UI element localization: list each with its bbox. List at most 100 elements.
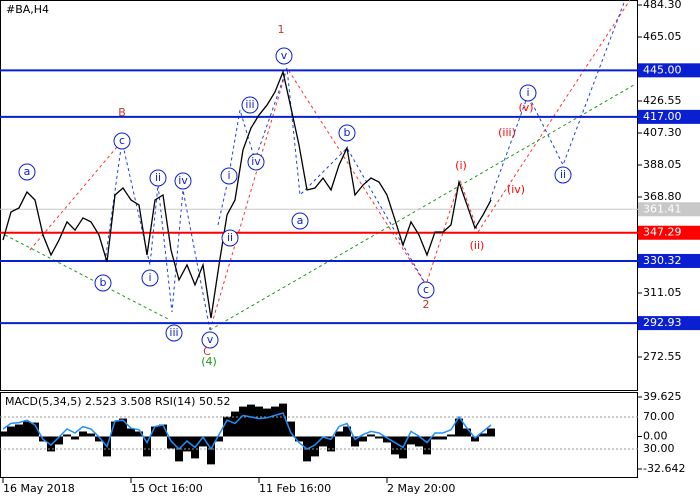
macd-bar <box>23 421 31 437</box>
macd-bar <box>487 428 495 437</box>
macd-bar <box>151 426 159 437</box>
y-tick-label: 465.05 <box>643 30 682 43</box>
macd-bar <box>471 436 479 442</box>
macd-bar <box>335 431 343 437</box>
wave-label: ii <box>155 171 161 184</box>
macd-bar <box>119 418 127 437</box>
wave-label: c <box>423 283 429 296</box>
wave-label: iv <box>251 155 261 168</box>
macd-bar <box>407 436 415 445</box>
wave-circle <box>220 167 238 185</box>
macd-bar <box>479 433 487 437</box>
rsi-tick-label: 30.00 <box>643 442 675 455</box>
wave-circle <box>141 269 159 287</box>
macd-bar <box>199 436 207 447</box>
wave-label: (4) <box>201 355 217 368</box>
wave-circle <box>18 163 36 181</box>
wave-label: a <box>297 214 304 227</box>
macd-bar <box>95 436 103 442</box>
wave-circle <box>201 331 219 349</box>
macd-bar <box>63 434 71 437</box>
y-tick-label: 407.30 <box>643 126 682 139</box>
macd-bar <box>263 408 271 437</box>
wave-circle <box>338 124 356 142</box>
macd-bar <box>343 426 351 437</box>
level-label-bg <box>638 109 700 124</box>
price-line <box>2 69 492 319</box>
level-label: 361.41 <box>643 202 682 215</box>
wave-label: i <box>227 169 230 182</box>
wave-label: i <box>526 86 529 99</box>
macd-bar <box>223 416 231 437</box>
level-label-bg <box>638 225 700 240</box>
macd-bar <box>351 436 359 447</box>
wave-label: B <box>118 106 126 119</box>
wave-label: (i) <box>455 159 467 172</box>
wave-circle <box>149 169 167 187</box>
wave-circle <box>94 274 112 292</box>
wave-circle <box>247 153 265 171</box>
level-label: 445.00 <box>643 63 682 76</box>
wave-circle <box>113 132 131 150</box>
level-label: 292.93 <box>643 316 682 329</box>
macd-bar <box>327 436 335 452</box>
macd-bar <box>7 426 15 437</box>
wave-label: iii <box>245 98 254 111</box>
macd-bar <box>447 434 455 437</box>
macd-bar <box>159 424 167 437</box>
main-frame <box>0 0 638 391</box>
wave-circle <box>241 96 259 114</box>
wave-label: ii <box>560 168 566 181</box>
wave-circle <box>165 324 183 342</box>
macd-bar <box>383 436 391 443</box>
y-tick-label: 272.55 <box>643 350 682 363</box>
wave-label: iii <box>169 326 178 339</box>
wave-label: ii <box>227 231 233 244</box>
wave-line <box>209 84 635 331</box>
indicator-title: MACD(5,34,5) 2.523 3.508 RSI(14) 50.52 <box>5 395 230 408</box>
y-tick-label: 368.80 <box>643 190 682 203</box>
x-tick-label: 2 May 20:00 <box>387 482 455 495</box>
macd-bar <box>319 436 327 447</box>
y-tick-label: 388.05 <box>643 158 682 171</box>
wave-label: v <box>281 49 288 62</box>
wave-label: (iii) <box>498 126 516 139</box>
macd-bar <box>295 436 303 442</box>
wave-circle <box>221 229 239 247</box>
macd-bar <box>375 436 383 439</box>
macd-tick-label: 39.625 <box>643 390 682 403</box>
macd-bar <box>143 436 151 457</box>
y-tick-label: 484.30 <box>643 0 682 11</box>
wave-circle <box>519 84 537 102</box>
macd-bar <box>439 436 447 440</box>
wave-label: v <box>207 333 214 346</box>
macd-bar <box>167 436 175 449</box>
macd-bar <box>15 424 23 437</box>
x-tick-label: 15 Oct 16:00 <box>131 482 203 495</box>
macd-bar <box>431 436 439 440</box>
level-label-bg <box>638 202 700 217</box>
wave-label: (v) <box>518 101 533 114</box>
macd-bar <box>463 428 471 437</box>
wave-label: i <box>148 271 151 284</box>
wave-label: (iv) <box>507 183 525 196</box>
macd-bar <box>71 436 79 440</box>
wave-label: c <box>119 134 125 147</box>
wave-circle <box>417 281 435 299</box>
macd-bar <box>415 436 423 447</box>
y-tick-label: 426.55 <box>643 94 682 107</box>
macd-tick-label: 0.00 <box>643 429 668 442</box>
macd-bar <box>367 434 375 437</box>
macd-tick-label: -32.642 <box>643 462 685 475</box>
wave-label: b <box>344 126 351 139</box>
macd-bar <box>31 422 39 437</box>
macd-bar <box>359 436 367 442</box>
macd-bar <box>311 436 319 457</box>
rsi-tick-label: 70.00 <box>643 410 675 423</box>
level-label: 347.29 <box>643 226 682 239</box>
macd-bar <box>279 403 287 437</box>
macd-bar <box>207 436 215 465</box>
wave-line <box>4 234 171 321</box>
macd-bar <box>239 406 247 437</box>
